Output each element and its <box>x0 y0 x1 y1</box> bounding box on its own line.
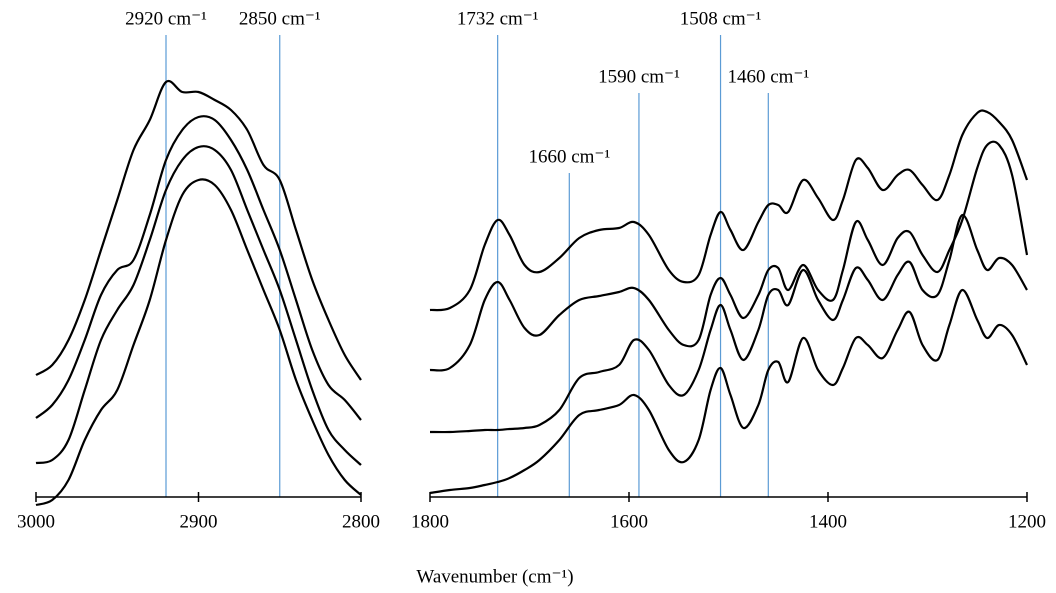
spectrum-line <box>429 109 1029 312</box>
annotation-label: 1508 cm⁻¹ <box>680 8 762 29</box>
x-tick-label: 1600 <box>610 511 648 532</box>
x-tick-label: 2800 <box>342 511 380 532</box>
x-tick-label: 3000 <box>17 511 55 532</box>
spectrum-line <box>35 115 362 421</box>
annotation-label: 1732 cm⁻¹ <box>457 8 539 29</box>
spectrum-line <box>429 213 1028 434</box>
x-axis-title: Wavenumber (cm⁻¹) <box>416 566 573 587</box>
spectrum-line <box>35 178 362 507</box>
x-tick-label: 1400 <box>809 511 847 532</box>
x-tick-label: 1800 <box>411 511 449 532</box>
spectrum-line <box>35 79 362 381</box>
spectrum-line <box>35 145 362 466</box>
spectrum-line <box>429 288 1028 495</box>
annotation-label: 2850 cm⁻¹ <box>239 8 321 29</box>
annotation-label: 1590 cm⁻¹ <box>598 66 680 87</box>
x-tick-label: 2900 <box>180 511 218 532</box>
x-tick-label: 1200 <box>1008 511 1046 532</box>
annotation-label: 1660 cm⁻¹ <box>528 146 610 167</box>
annotation-label: 2920 cm⁻¹ <box>125 8 207 29</box>
annotation-label: 1460 cm⁻¹ <box>727 66 809 87</box>
spectrum-line <box>429 140 1029 372</box>
